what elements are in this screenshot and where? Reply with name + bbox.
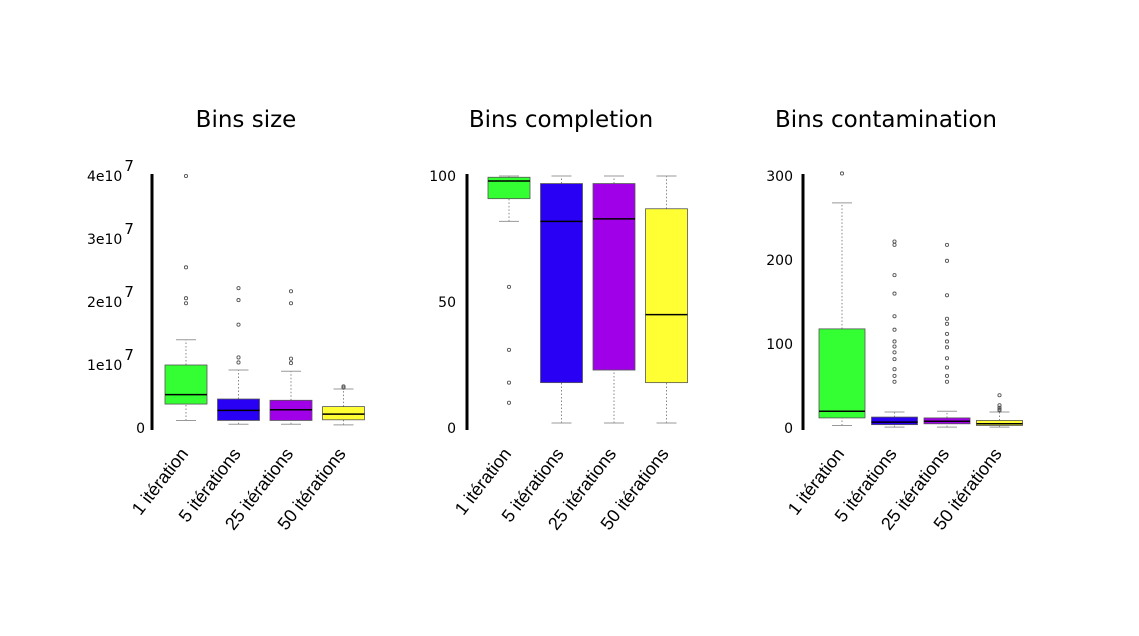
y-tick-label: 0 [136,421,145,437]
outlier-point [892,367,897,372]
chart-title: Bins completion [469,107,653,133]
y-tick-label: 4e107 [87,157,134,185]
y-tick-exponent: 7 [124,346,134,364]
outlier-point [183,296,189,301]
y-tick-label: 3e107 [87,220,134,248]
y-tick-exponent: 7 [124,283,134,301]
outlier-point [892,339,897,344]
y-tick-label: 0 [784,421,793,437]
outlier-point [183,301,189,306]
outlier-point [506,400,512,405]
outlier-point [997,405,1002,410]
y-tick-label: 100 [429,169,456,185]
outlier-point [288,289,294,294]
box-iqr [164,364,208,405]
y-tick-base: 1e10 [87,358,122,374]
box-iqr [592,183,636,371]
outlier-point [892,379,897,384]
y-tick-base: 3e10 [87,232,122,248]
outlier-point [892,314,897,319]
outlier-point [288,356,294,361]
box-iqr [487,176,531,200]
y-tick-exponent: 7 [124,157,134,175]
outlier-point [892,273,897,278]
outlier-point [236,322,241,327]
outlier-point [944,293,950,298]
outlier-point [892,373,897,378]
outlier-point [944,258,950,263]
outlier-point [944,356,950,361]
chart-title: Bins contamination [775,107,997,133]
box-1: 1 itération [784,171,866,519]
outlier-point [236,360,241,365]
outlier-point [944,373,950,378]
outlier-point [506,284,512,289]
outlier-point [944,316,950,321]
y-tick-label: 1e107 [87,346,134,374]
outlier-point [892,291,897,296]
outlier-point [236,355,241,360]
outlier-point [892,344,897,349]
outlier-point [944,345,950,350]
y-tick-label: 0 [447,421,456,437]
box-1: 1 itération [451,175,531,519]
box-iqr [871,416,918,426]
outlier-point [892,239,897,244]
outlier-point [506,347,512,352]
outlier-point [892,350,897,355]
outlier-point [997,403,1002,408]
y-tick-label: 200 [766,253,793,269]
y-tick-label: 100 [766,337,793,353]
outlier-point [944,321,950,326]
y-tick-exponent: 7 [124,220,134,238]
box-iqr [540,183,583,384]
outlier-point [506,380,512,385]
y-tick-label: 300 [766,169,793,185]
outlier-point [288,361,294,366]
outlier-point [341,385,346,390]
chart-title: Bins size [196,107,297,133]
box-iqr [322,406,365,421]
outlier-point [892,327,897,332]
y-tick-label: 2e107 [87,283,134,311]
outlier-point [236,286,241,291]
outlier-point [997,393,1002,398]
outlier-point [183,173,189,179]
outlier-point [892,242,897,247]
box-iqr [976,420,1023,426]
outlier-point [839,171,845,176]
outlier-point [944,379,950,384]
y-tick-base: 4e10 [87,169,122,185]
outlier-point [944,331,950,336]
outlier-point [236,298,241,303]
outlier-point [944,365,950,370]
y-tick-label: 50 [438,295,456,311]
outlier-point [997,408,1002,413]
outlier-point [183,265,189,270]
outlier-point [892,357,897,362]
outlier-point [288,301,294,306]
y-tick-base: 2e10 [87,295,122,311]
box-iqr [645,208,688,384]
box-iqr [818,328,866,419]
box-1: 1 itération [128,173,208,519]
outlier-point [944,339,950,344]
outlier-point [944,242,950,247]
